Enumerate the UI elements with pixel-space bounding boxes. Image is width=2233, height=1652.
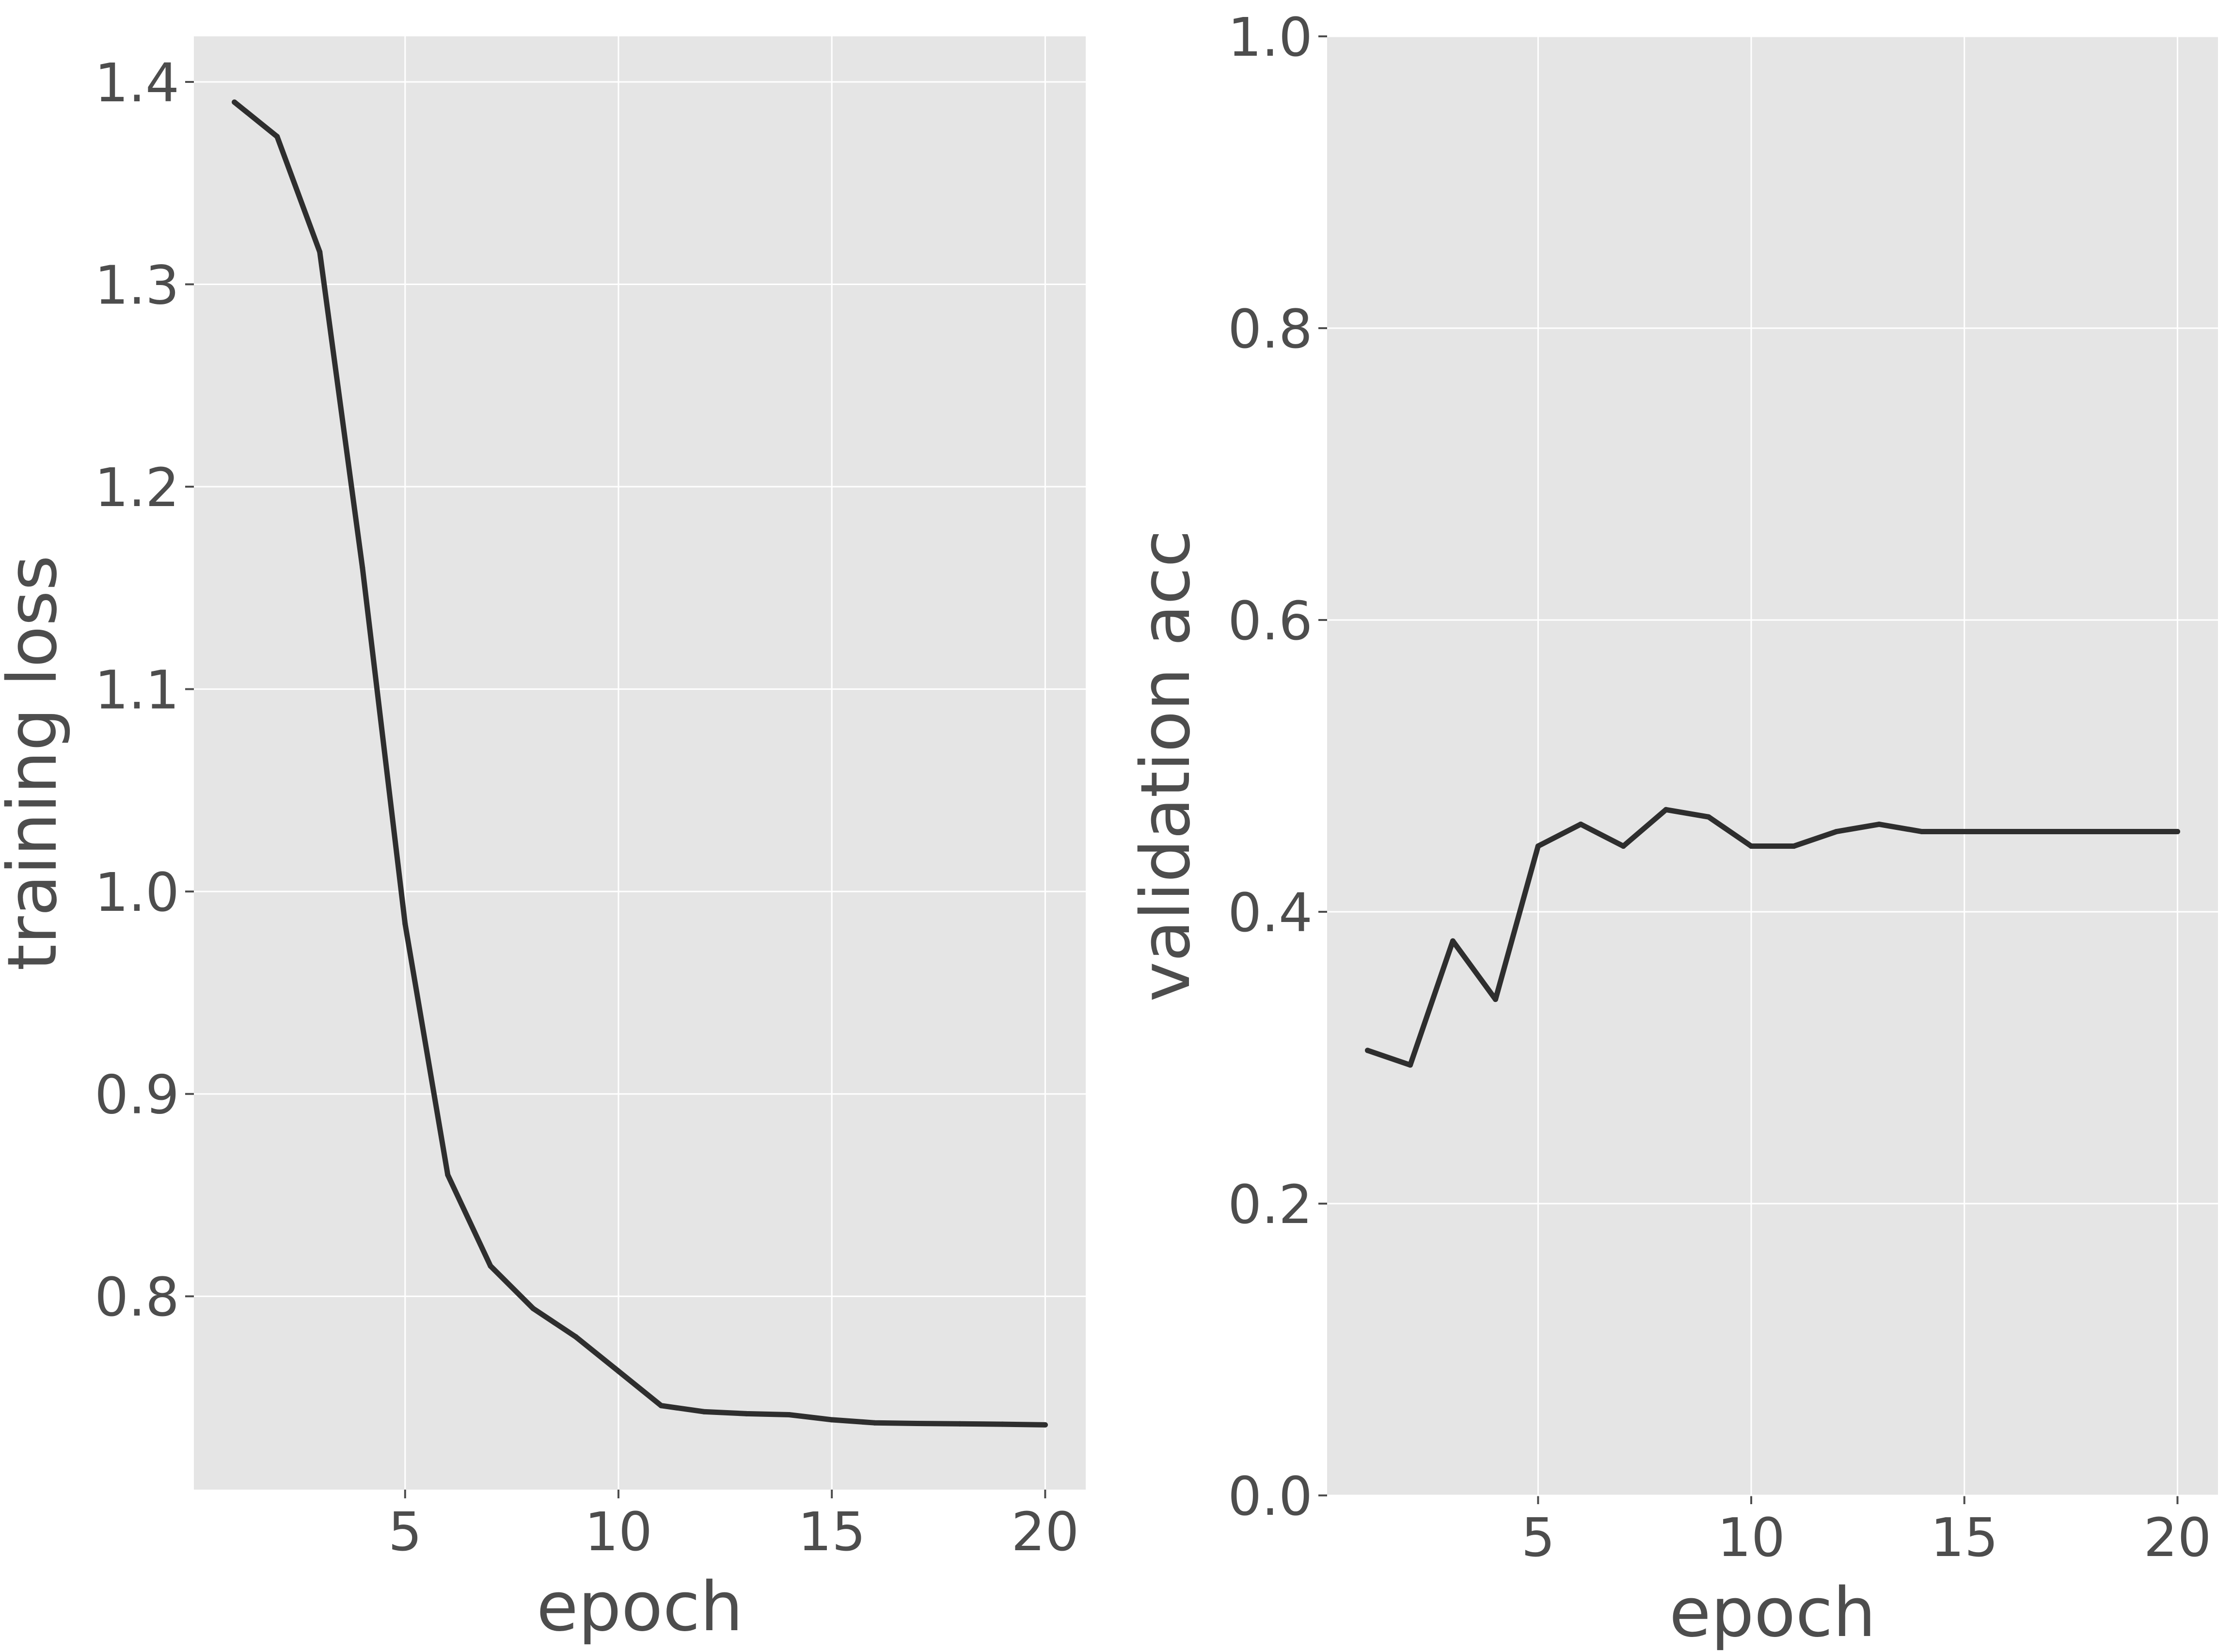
acc-plot-area [1327, 36, 2218, 1495]
acc-data-point [2132, 828, 2138, 834]
loss-data-point [1042, 1422, 1048, 1428]
acc-data-point [1706, 814, 1711, 820]
acc-data-point [1620, 843, 1626, 849]
acc-y-tick-label: 0.6 [1228, 590, 1313, 652]
loss-y-axis-label: training loss [0, 555, 72, 970]
acc-x-tick-label: 15 [1931, 1507, 1998, 1569]
acc-data-point [1962, 828, 1967, 834]
acc-data-point [1791, 843, 1797, 849]
acc-data-point [1876, 821, 1882, 827]
acc-y-axis-label: validation acc [1126, 530, 1205, 1002]
acc-y-tick-label: 0.2 [1228, 1174, 1313, 1236]
loss-data-point [871, 1420, 877, 1426]
acc-data-point [1492, 997, 1498, 1002]
loss-data-point [530, 1305, 536, 1311]
acc-data-point [1834, 828, 1839, 834]
loss-data-point [573, 1334, 579, 1340]
loss-data-point [232, 99, 238, 105]
loss-y-tick-label: 1.1 [95, 659, 179, 721]
training-loss-panel: 5 10 15 20 0.8 0.9 1.0 1.1 1.2 1.3 1.4 epoch trainin… [0, 36, 1086, 1647]
loss-data-point [914, 1420, 920, 1426]
loss-data-point [274, 134, 280, 140]
loss-y-tick-label: 1.0 [95, 861, 179, 923]
acc-data-point [2174, 828, 2180, 834]
acc-y-tick-label: 0.8 [1228, 298, 1313, 360]
acc-y-tick-label: 0.0 [1228, 1465, 1313, 1527]
loss-data-point [701, 1409, 707, 1414]
loss-data-point [445, 1172, 451, 1178]
loss-y-tick-label: 1.2 [95, 457, 179, 519]
loss-x-tick-label: 5 [388, 1501, 422, 1563]
loss-x-tick-label: 15 [798, 1501, 866, 1563]
loss-data-point [616, 1368, 621, 1374]
loss-data-point [317, 249, 323, 255]
acc-data-point [1663, 807, 1669, 812]
loss-data-point [402, 921, 408, 927]
loss-data-point [744, 1411, 749, 1416]
validation-acc-panel: 5 10 15 20 0.0 0.2 0.4 0.6 0.8 1.0 epoch validation… [1126, 6, 2218, 1652]
acc-data-point [1919, 828, 1925, 834]
acc-data-point [1748, 843, 1754, 849]
loss-x-tick-label: 20 [1011, 1501, 1079, 1563]
acc-x-axis-label: epoch [1669, 1573, 1876, 1652]
loss-data-point [829, 1417, 835, 1423]
acc-x-tick-label: 20 [2143, 1507, 2211, 1569]
acc-y-tick-label: 1.0 [1228, 6, 1313, 68]
loss-y-tick-label: 0.8 [95, 1266, 179, 1328]
acc-data-point [1450, 938, 1456, 944]
loss-data-point [957, 1421, 963, 1427]
loss-y-tick-label: 1.4 [95, 52, 179, 114]
acc-data-point [2004, 828, 2010, 834]
acc-data-point [2047, 828, 2053, 834]
acc-x-tick-label: 10 [1717, 1507, 1785, 1569]
acc-data-point [1407, 1062, 1413, 1068]
acc-data-point [1535, 843, 1541, 849]
loss-y-tick-label: 1.3 [95, 254, 179, 316]
loss-y-tick-label: 0.9 [95, 1064, 179, 1126]
loss-data-point [360, 565, 365, 571]
acc-x-tick-label: 5 [1521, 1507, 1555, 1569]
loss-x-axis-label: epoch [537, 1568, 743, 1647]
loss-plot-area [194, 36, 1086, 1490]
loss-data-point [488, 1263, 493, 1269]
loss-x-tick-label: 10 [585, 1501, 652, 1563]
acc-data-point [1578, 821, 1584, 827]
acc-series-line [1365, 807, 2180, 1068]
loss-data-point [999, 1421, 1005, 1427]
loss-series-line [232, 99, 1048, 1428]
acc-data-point [2090, 828, 2095, 834]
loss-data-point [786, 1412, 792, 1418]
acc-data-point [1365, 1048, 1371, 1053]
loss-data-point [658, 1403, 664, 1409]
acc-y-tick-label: 0.4 [1228, 882, 1313, 944]
